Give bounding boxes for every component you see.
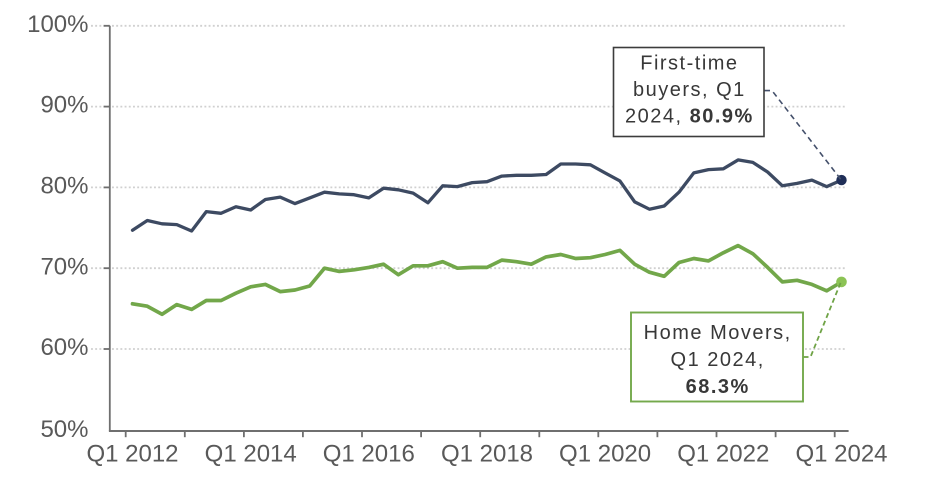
svg-text:80%: 80% <box>40 173 88 200</box>
svg-text:Home Movers,: Home Movers, <box>644 322 792 344</box>
svg-text:50%: 50% <box>40 416 88 443</box>
svg-text:68.3%: 68.3% <box>686 376 750 398</box>
svg-text:Q1 2016: Q1 2016 <box>323 441 415 468</box>
svg-text:Q1 2024,: Q1 2024, <box>671 349 765 371</box>
svg-text:Q1 2012: Q1 2012 <box>86 441 178 468</box>
svg-text:100%: 100% <box>27 11 88 38</box>
svg-text:60%: 60% <box>40 334 88 361</box>
svg-text:70%: 70% <box>40 253 88 280</box>
svg-text:Q1 2022: Q1 2022 <box>677 441 769 468</box>
svg-text:Q1 2020: Q1 2020 <box>559 441 651 468</box>
svg-text:Q1 2018: Q1 2018 <box>441 441 533 468</box>
svg-text:90%: 90% <box>40 92 88 119</box>
svg-text:Q1 2024: Q1 2024 <box>795 441 887 468</box>
svg-text:Q1 2014: Q1 2014 <box>205 441 297 468</box>
svg-text:First-time: First-time <box>640 53 738 75</box>
svg-text:2024, 80.9%: 2024, 80.9% <box>625 105 754 127</box>
svg-text:buyers, Q1: buyers, Q1 <box>633 79 746 101</box>
